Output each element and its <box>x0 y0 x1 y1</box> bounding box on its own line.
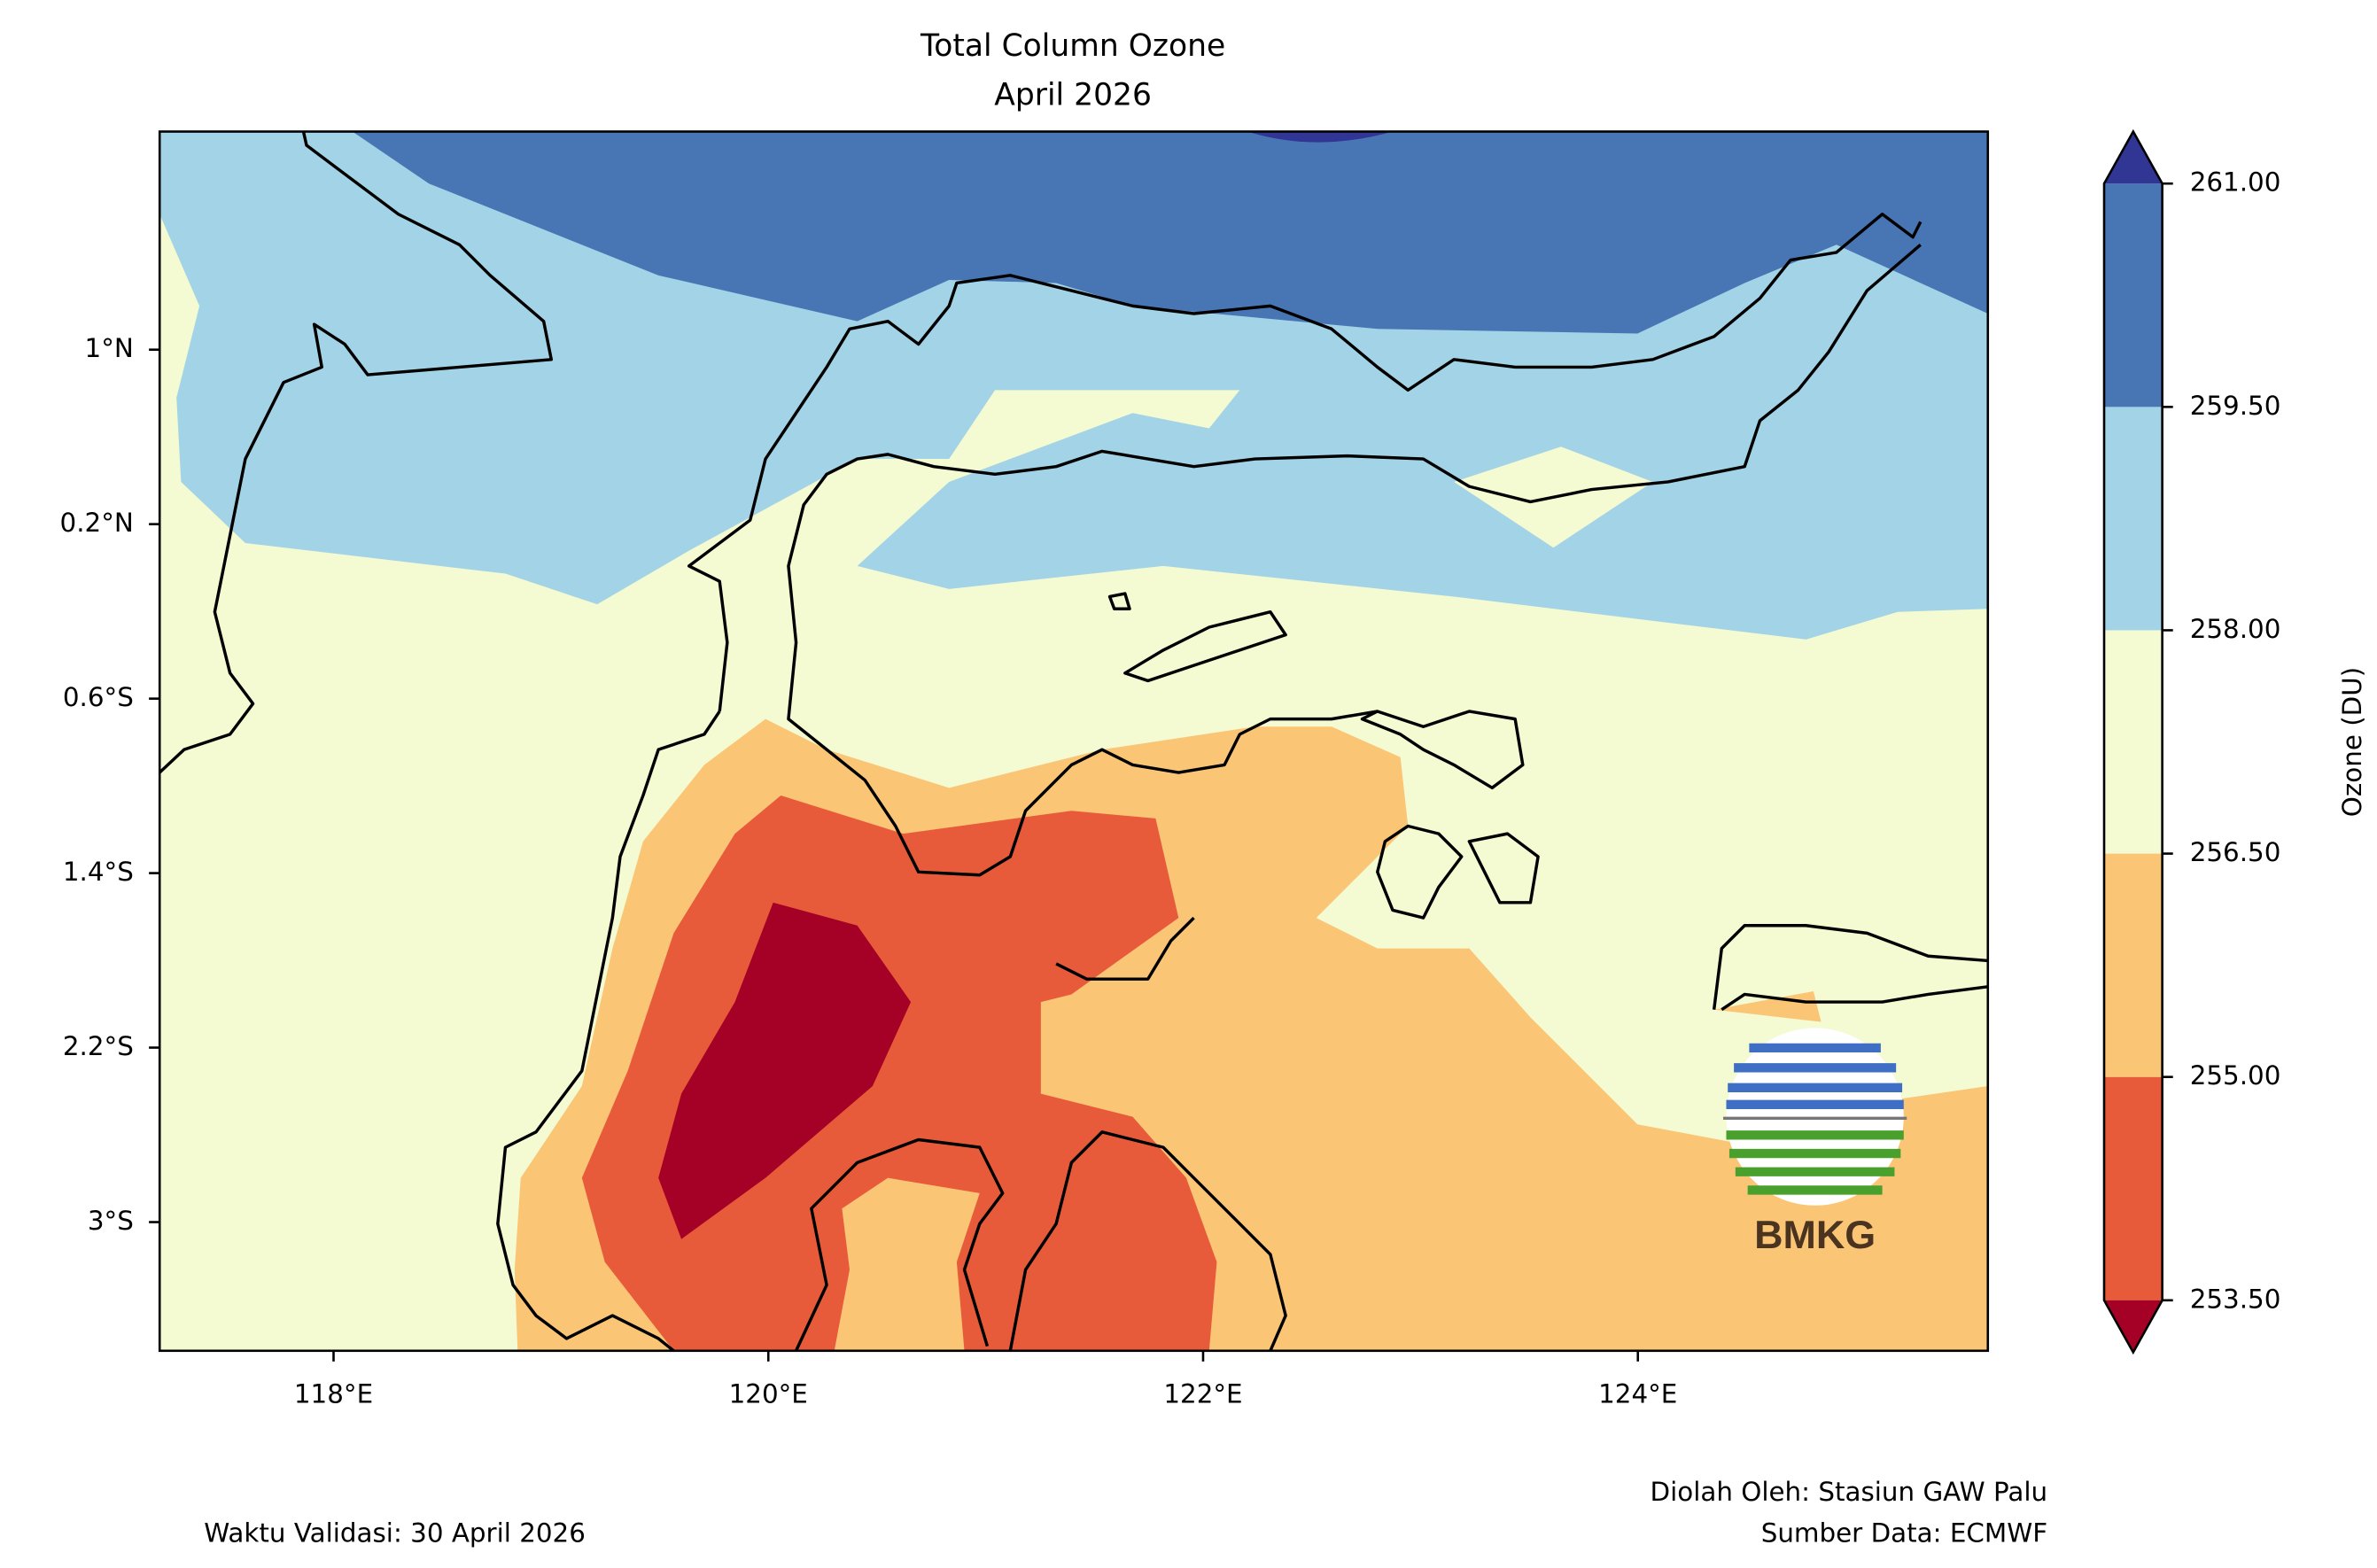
map-frame <box>158 130 1990 1353</box>
coastline <box>795 1130 1287 1352</box>
x-tick-label: 124°E <box>1598 1378 1677 1409</box>
x-tick-label: 120°E <box>729 1378 808 1409</box>
contour-region <box>658 902 912 1239</box>
y-tick-label: 3°S <box>88 1206 134 1236</box>
contour-region <box>1247 131 1394 143</box>
y-tick-label: 0.2°N <box>60 508 134 538</box>
colorbar-tick-label: 255.00 <box>2190 1060 2281 1091</box>
coastline <box>1360 710 1525 790</box>
contour-region <box>352 131 1988 334</box>
y-tick-label: 1.4°S <box>63 857 134 887</box>
y-tick-label: 0.6°S <box>63 682 134 712</box>
coastlines <box>159 131 1988 1353</box>
colorbar-tick-label: 256.50 <box>2190 837 2281 867</box>
coastline <box>1055 592 1287 981</box>
x-tick-label: 118°E <box>294 1378 373 1409</box>
colorbar: 253.50 255.00 256.50 258.00 259.50 261.00 <box>2102 128 2281 1355</box>
colorbar-outline <box>2102 128 2163 1355</box>
data-source: Sumber Data: ECMWF <box>1761 1518 2047 1549</box>
colorbar-band <box>2104 183 2163 408</box>
colorbar-under <box>2104 1300 2163 1353</box>
colorbar-tick-label: 253.50 <box>2190 1284 2281 1314</box>
bmkg-logo: BMKG <box>1723 1028 1907 1257</box>
colorbar-band <box>2104 407 2163 631</box>
logo-blue-stripes <box>1726 1043 1904 1109</box>
coastline <box>1712 924 1988 1012</box>
contour-layer <box>159 131 1988 1351</box>
colorbar-tick-label: 259.50 <box>2190 391 2281 421</box>
y-tick-label: 2.2°S <box>63 1031 134 1061</box>
colorbar-band <box>2104 1076 2163 1300</box>
y-tick-label: 1°N <box>85 333 134 363</box>
subtitle: April 2026 <box>994 77 1152 113</box>
title: Total Column Ozone <box>920 28 1225 64</box>
coastline <box>159 131 554 774</box>
coastline <box>1376 824 1540 920</box>
colorbar-label: Ozone (DU) <box>2337 667 2367 817</box>
processed-by: Diolah Oleh: Stasiun GAW Palu <box>1651 1477 2048 1507</box>
colorbar-over <box>2104 131 2163 184</box>
logo-green-stripes <box>1726 1130 1904 1195</box>
x-tick-label: 122°E <box>1163 1378 1242 1409</box>
colorbar-tick-label: 258.00 <box>2190 614 2281 644</box>
axes: 118°E 120°E 122°E 124°E 1°N 0.2°N 0.6°S 1.4°S 2.… <box>60 333 1678 1409</box>
contour-region <box>1713 990 1822 1022</box>
coastline <box>687 213 1923 712</box>
coastline <box>496 710 721 1353</box>
colorbar-band <box>2104 853 2163 1077</box>
colorbar-band <box>2104 630 2163 854</box>
validity-note: Waktu Validasi: 30 April 2026 <box>204 1518 586 1549</box>
coastline <box>787 243 1922 877</box>
logo-text: BMKG <box>1754 1212 1876 1257</box>
colorbar-tick-label: 261.00 <box>2190 167 2281 198</box>
